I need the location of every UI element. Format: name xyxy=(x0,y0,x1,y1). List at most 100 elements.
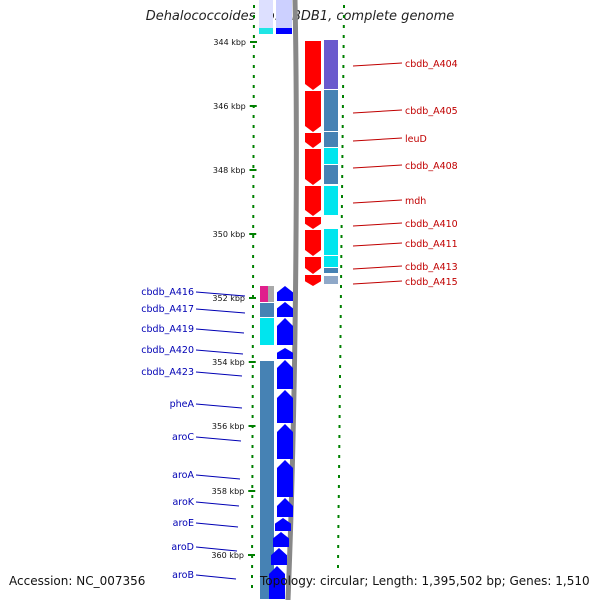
scale-dot xyxy=(337,525,340,528)
scale-dot xyxy=(341,125,344,128)
forward-leader-line xyxy=(352,222,403,227)
feature-cog-box xyxy=(259,28,273,34)
scale-dot xyxy=(252,55,255,58)
reverse-cds-arrow xyxy=(277,498,293,517)
features xyxy=(259,0,338,599)
scale-dot xyxy=(252,205,255,208)
reverse-gene-label: cbdb_A419 xyxy=(141,324,194,335)
scale-dot xyxy=(339,315,342,318)
tick-mark xyxy=(249,233,257,235)
forward-cog-box xyxy=(324,40,338,89)
scale-dot xyxy=(251,485,254,488)
reverse-gene-label: aroB xyxy=(172,570,194,581)
scale-dot xyxy=(251,435,254,438)
scale-dot xyxy=(337,565,339,568)
forward-cog-box xyxy=(324,276,338,284)
tick-label: 344 kbp xyxy=(213,38,246,47)
reverse-leader-line xyxy=(195,403,243,409)
reverse-cog-box xyxy=(268,286,274,302)
scale-dot xyxy=(252,245,255,248)
reverse-gene-label: aroA xyxy=(172,470,194,481)
tick-mark xyxy=(248,361,256,363)
scale-dot xyxy=(251,475,254,478)
tick-label: 350 kbp xyxy=(213,230,246,239)
scale-dot xyxy=(252,35,255,38)
tick-label: 348 kbp xyxy=(213,166,246,175)
scale-dot xyxy=(340,235,343,238)
scale-dot xyxy=(251,445,254,448)
scale-dot xyxy=(252,95,255,98)
scale-dot xyxy=(252,215,255,218)
scale-dot xyxy=(338,455,341,458)
scale-dot xyxy=(339,375,341,378)
scale-dot xyxy=(252,135,255,138)
scale-dot xyxy=(252,165,255,168)
reverse-leader-line xyxy=(195,546,238,552)
scale-dot xyxy=(338,385,341,388)
reverse-leader-line xyxy=(195,349,244,355)
reverse-cds-arrow xyxy=(273,532,289,547)
forward-cog-box xyxy=(324,229,338,255)
reverse-cog-box xyxy=(260,361,274,599)
forward-cds-arrow xyxy=(305,149,321,185)
scale-dot xyxy=(251,585,253,588)
scale-dot xyxy=(340,255,343,258)
forward-gene-label: leuD xyxy=(405,134,427,145)
forward-leader-line xyxy=(352,242,403,247)
scale-dot xyxy=(340,225,343,228)
forward-leader-line xyxy=(352,137,403,142)
scale-dot xyxy=(252,25,255,28)
tick-label: 358 kbp xyxy=(212,487,245,496)
reverse-leader-line xyxy=(195,371,243,377)
feature-cog-box xyxy=(276,28,292,34)
forward-gene-label: cbdb_A408 xyxy=(405,161,458,172)
forward-cog-box xyxy=(324,132,338,147)
reverse-leader-line xyxy=(195,474,241,480)
scale-dot xyxy=(342,55,345,58)
scale-dot xyxy=(252,115,255,118)
scale-dot xyxy=(251,455,254,458)
scale-dot xyxy=(339,305,342,308)
scale-dot xyxy=(340,205,343,208)
reverse-gene-label: cbdb_A423 xyxy=(141,367,194,378)
scale-dot xyxy=(251,385,254,388)
scale-dot xyxy=(252,195,255,198)
reverse-leader-line xyxy=(195,291,246,297)
scale-dot xyxy=(342,35,345,38)
scale-dot xyxy=(339,325,342,328)
scale-dot xyxy=(251,415,254,418)
forward-cds-arrow xyxy=(305,91,321,132)
tick-mark xyxy=(249,105,257,107)
scale-dot xyxy=(252,155,255,158)
scale-dot xyxy=(339,295,342,298)
tick-mark xyxy=(249,297,256,299)
map-title: Dehalococcoides sp. CBDB1, complete geno… xyxy=(145,9,455,24)
forward-gene-label: cbdb_A411 xyxy=(405,239,458,250)
scale-dot xyxy=(251,375,254,378)
reverse-gene-label: cbdb_A416 xyxy=(141,287,194,298)
forward-cog-box xyxy=(324,165,338,184)
scale-dot xyxy=(341,195,343,198)
scale-dot xyxy=(251,565,254,568)
forward-cds-arrow xyxy=(305,230,321,256)
scale-dot xyxy=(342,95,344,98)
scale-dot xyxy=(252,125,255,128)
scale-dot xyxy=(343,5,345,8)
reverse-gene-label: cbdb_A420 xyxy=(141,345,194,356)
forward-cds-arrow xyxy=(305,133,321,148)
scale-dot xyxy=(341,155,344,158)
scale-dot xyxy=(341,105,344,108)
scale-dot xyxy=(338,465,341,468)
tick-label: 352 kbp xyxy=(212,294,245,303)
forward-leader-line xyxy=(352,109,403,114)
reverse-cds-arrow xyxy=(277,390,293,423)
scale-dot xyxy=(340,275,343,278)
accession-text: Accession: NC_007356 xyxy=(9,574,146,588)
scale-dot xyxy=(338,475,340,478)
feature-cog-box xyxy=(276,0,292,34)
scale-dot xyxy=(342,15,345,18)
reverse-cds-arrow xyxy=(277,360,293,389)
scale-dot xyxy=(338,405,341,408)
scale-dot xyxy=(337,505,340,508)
